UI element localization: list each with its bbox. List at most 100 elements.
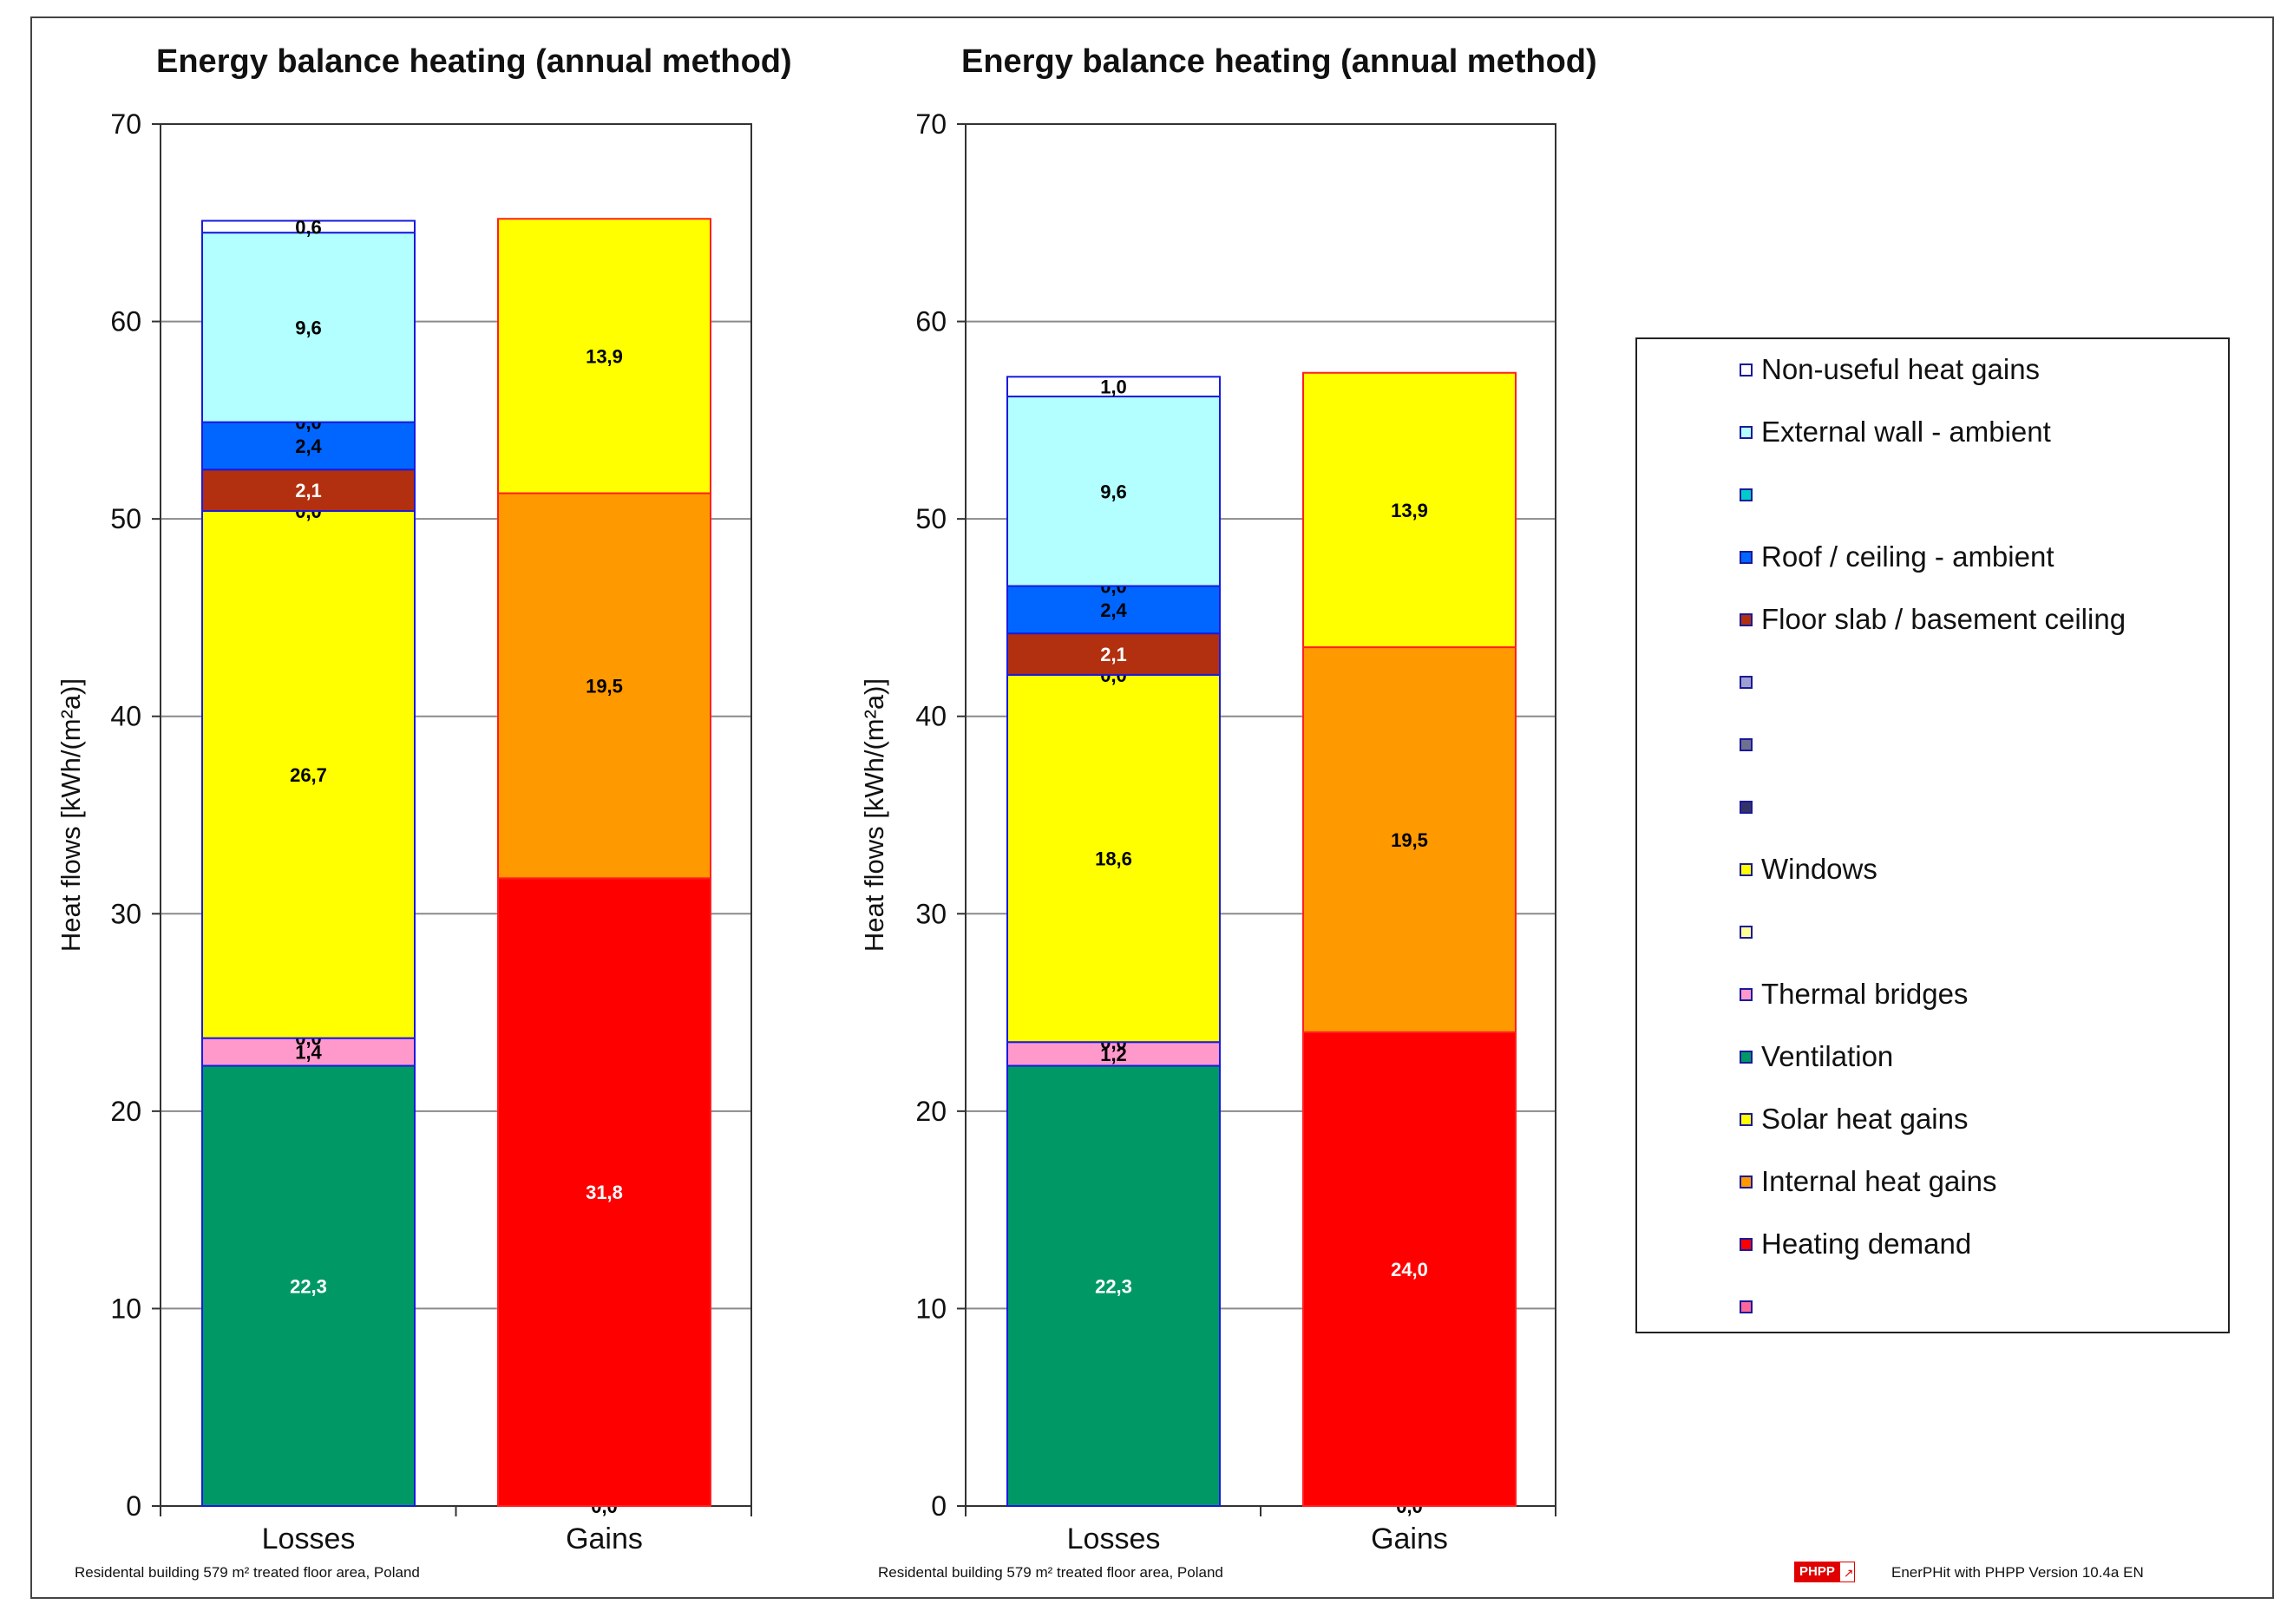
phpp-logo-text: PHPP [1794,1562,1840,1582]
bar-segment [1006,1064,1221,1508]
legend-label: Internal heat gains [1761,1165,1997,1197]
bar-segment [1006,376,1221,398]
legend-swatch-icon [1740,1050,1753,1064]
y-tick-label: 30 [915,898,947,929]
legend-swatch-icon [1740,862,1753,876]
bar-segment [1006,585,1221,635]
figure-border [30,16,2274,1599]
bar-segment [497,218,711,494]
y-tick-label: 60 [110,306,141,337]
x-category-label: Losses [1067,1522,1161,1555]
data-label: 26,7 [290,764,327,786]
legend-item: Thermal bridges [1740,977,1968,1012]
data-label: 31,8 [586,1182,623,1203]
legend-swatch-icon [1740,987,1753,1001]
phpp-logo-mark-icon: ↗ [1839,1562,1855,1582]
legend-label: Non-useful heat gains [1761,353,2041,385]
bar-segment [201,421,416,471]
data-label: 1,4 [295,1042,322,1064]
y-tick-label: 50 [110,503,141,534]
y-tick-label: 20 [915,1096,947,1127]
data-label: 22,3 [1095,1275,1132,1297]
legend-swatch-icon [1740,1237,1753,1251]
legend-label: External wall - ambient [1761,416,2051,448]
legend-item [1740,665,1761,699]
data-label: 19,5 [586,675,623,697]
legend-item: External wall - ambient [1740,415,2051,449]
legend-swatch-icon [1740,925,1753,939]
legend-swatch-icon [1740,800,1753,814]
data-label: 1,0 [1100,377,1127,398]
bar-segment [1006,1041,1221,1067]
legend-item [1740,727,1761,762]
legend-label: Solar heat gains [1761,1103,1969,1135]
data-label: 19,5 [1391,829,1428,851]
bar-segment [201,1064,416,1508]
bar-segment [201,510,416,1039]
legend-swatch-icon [1740,1300,1753,1313]
legend-label: Roof / ceiling - ambient [1761,540,2054,573]
software-version: EnerPHit with PHPP Version 10.4a EN [1891,1564,2144,1581]
bar-segment [497,492,711,880]
data-label: 24,0 [1391,1259,1428,1280]
bar-segment [201,1037,416,1067]
y-tick-label: 40 [110,701,141,732]
bar-segment [1006,673,1221,1044]
legend-swatch-icon [1740,675,1753,689]
y-tick-label: 60 [915,306,947,337]
data-label: 1,2 [1100,1044,1127,1065]
footer-left-note: Residental building 579 m² treated floor… [75,1564,420,1581]
legend-swatch-icon [1740,1175,1753,1189]
data-label: 2,1 [295,480,322,501]
x-category-label: Losses [262,1522,356,1555]
bar-segment [497,877,711,1507]
legend-label: Windows [1761,853,1877,885]
data-label: 13,9 [586,345,623,367]
legend-swatch-icon [1740,488,1753,501]
legend-swatch-icon [1740,612,1753,626]
y-tick-label: 40 [915,701,947,732]
legend-swatch-icon [1740,363,1753,377]
data-label: 22,3 [290,1275,327,1297]
bar-segment [201,232,416,423]
legend-item: Heating demand [1740,1227,1971,1261]
chart-title: Energy balance heating (annual method) [961,43,1597,80]
y-tick-label: 10 [110,1293,141,1324]
bar-segment [1006,396,1221,587]
data-label: 2,4 [1100,599,1127,621]
legend-item [1740,789,1761,824]
legend-item [1740,914,1761,949]
y-tick-label: 20 [110,1096,141,1127]
x-category-label: Gains [566,1522,643,1555]
legend-item: Windows [1740,852,1877,887]
legend-item: Solar heat gains [1740,1102,1969,1136]
legend-item: Floor slab / basement ceiling [1740,602,2126,637]
legend-item [1740,1289,1761,1324]
data-label: 0,6 [295,216,322,238]
data-label: 2,1 [1100,644,1127,665]
bar-segment [1006,632,1221,676]
y-axis-label: Heat flows [kWh/(m²a)] [56,678,86,952]
bar-segment [1302,646,1517,1033]
legend-item: Roof / ceiling - ambient [1740,540,2054,574]
y-tick-label: 70 [110,108,141,140]
y-tick-label: 30 [110,898,141,929]
legend-swatch-icon [1740,737,1753,751]
y-tick-label: 70 [915,108,947,140]
bar-segment [201,468,416,513]
legend-label: Heating demand [1761,1228,1972,1260]
legend-item: Internal heat gains [1740,1164,1997,1199]
legend-item: Non-useful heat gains [1740,352,2040,387]
chart-title: Energy balance heating (annual method) [156,43,792,80]
x-category-label: Gains [1371,1522,1448,1555]
data-label: 18,6 [1095,848,1132,870]
phpp-logo: PHPP ↗ [1794,1562,1862,1582]
y-tick-label: 0 [931,1490,947,1522]
y-axis-label: Heat flows [kWh/(m²a)] [859,678,889,952]
y-tick-label: 50 [915,503,947,534]
legend: Non-useful heat gains External wall - amb… [1635,337,2230,1333]
bar-segment [201,219,416,234]
legend-label: Floor slab / basement ceiling [1761,603,2126,635]
data-label: 13,9 [1391,500,1428,521]
